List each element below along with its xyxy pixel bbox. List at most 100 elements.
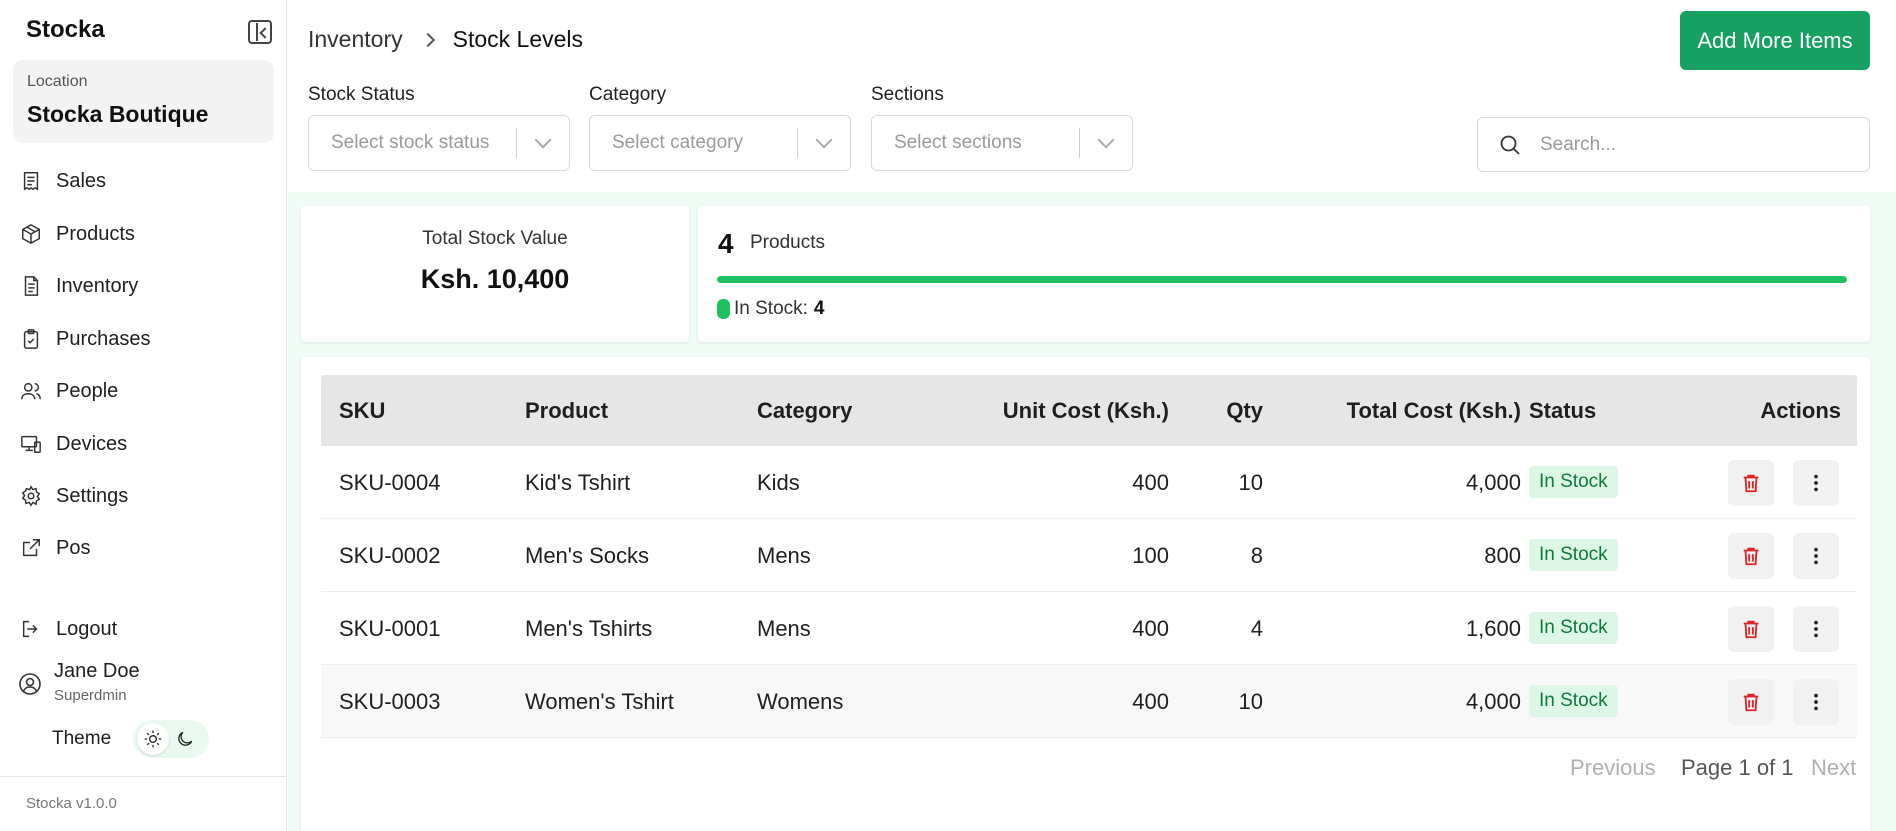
table-row[interactable]: SKU-0001 Men's Tshirts Mens 400 4 1,600 In Sto… <box>321 592 1857 665</box>
sidebar-item-people[interactable]: People <box>18 373 268 409</box>
user-role: Superdmin <box>54 687 127 704</box>
cell-unit-cost: 400 <box>1132 616 1169 641</box>
sidebar-item-devices[interactable]: Devices <box>18 426 268 462</box>
column-header-qty[interactable]: Qty <box>1226 398 1263 423</box>
logout-icon <box>18 616 44 642</box>
next-page-button[interactable]: Next <box>1811 755 1857 780</box>
search-input[interactable] <box>1540 133 1840 156</box>
table-header: SKU Product Category Unit Cost (Ksh.) Qt… <box>321 375 1857 446</box>
theme-switcher: Theme <box>52 720 210 758</box>
column-header-total-cost[interactable]: Total Cost (Ksh.) <box>1346 398 1521 423</box>
column-header-product[interactable]: Product <box>525 398 609 423</box>
products-summary-card: 4 Products In Stock: 4 <box>698 206 1870 342</box>
column-header-category[interactable]: Category <box>757 398 853 423</box>
light-theme-button[interactable] <box>137 723 170 755</box>
breadcrumb-inventory[interactable]: Inventory <box>308 26 403 52</box>
sections-select[interactable]: Select sections <box>871 115 1133 171</box>
cell-qty: 10 <box>1238 470 1263 495</box>
delete-button[interactable] <box>1728 460 1774 506</box>
delete-button[interactable] <box>1728 606 1774 652</box>
main-content: Inventory Stock Levels Add More Items St… <box>288 0 1896 831</box>
trash-icon <box>1743 620 1759 639</box>
column-header-sku[interactable]: SKU <box>339 398 386 423</box>
sidebar-item-products[interactable]: Products <box>18 216 268 252</box>
trash-icon <box>1743 547 1759 566</box>
sidebar-collapse-icon[interactable] <box>248 20 272 44</box>
sidebar-item-pos[interactable]: Pos <box>18 530 268 566</box>
sidebar-item-label: Products <box>56 222 135 245</box>
column-header-status[interactable]: Status <box>1529 398 1597 423</box>
cell-sku: SKU-0001 <box>339 616 441 641</box>
sidebar-item-settings[interactable]: Settings <box>18 478 268 514</box>
sidebar-item-label: Inventory <box>56 274 139 297</box>
page-title: Stock Levels <box>452 26 584 52</box>
more-actions-button[interactable] <box>1793 679 1839 725</box>
stock-status-select[interactable]: Select stock status <box>308 115 570 171</box>
delete-button[interactable] <box>1728 679 1774 725</box>
cell-unit-cost: 100 <box>1132 543 1169 568</box>
location-name: Stocka Boutique <box>27 101 209 127</box>
table-row[interactable]: SKU-0002 Men's Socks Mens 100 8 800 In Stock <box>321 519 1857 592</box>
in-stock-label: In Stock: <box>734 298 808 319</box>
chevron-down-icon <box>534 131 552 149</box>
sidebar-item-purchases[interactable]: Purchases <box>18 321 268 357</box>
more-actions-button[interactable] <box>1793 533 1839 579</box>
status-badge: In Stock <box>1529 612 1618 644</box>
table-row[interactable]: SKU-0003 Women's Tshirt Womens 400 10 4,000 In… <box>321 665 1857 738</box>
theme-label: Theme <box>52 728 112 749</box>
sidebar-item-inventory[interactable]: Inventory <box>18 268 268 304</box>
in-stock-count: 4 <box>813 298 825 319</box>
product-count: 4 <box>718 228 734 259</box>
app-version: Stocka v1.0.0 <box>0 776 287 831</box>
filter-label: Sections <box>871 84 944 105</box>
cell-sku: SKU-0004 <box>339 470 441 495</box>
select-placeholder: Select category <box>612 132 743 153</box>
table-row[interactable]: SKU-0004 Kid's Tshirt Kids 400 10 4,000 In Sto… <box>321 446 1857 519</box>
sidebar-item-sales[interactable]: Sales <box>18 163 268 199</box>
dark-theme-button[interactable] <box>169 723 201 755</box>
sidebar-item-label: People <box>56 379 119 402</box>
page-indicator: Page 1 of 1 <box>1681 755 1794 780</box>
more-vertical-icon <box>1814 693 1818 711</box>
cell-total-cost: 4,000 <box>1465 689 1521 714</box>
sidebar-item-label: Purchases <box>56 327 151 350</box>
pagination: Previous Page 1 of 1 Next <box>288 755 1884 785</box>
trash-icon <box>1743 474 1759 493</box>
previous-page-button[interactable]: Previous <box>1570 755 1656 780</box>
column-header-actions: Actions <box>1760 398 1841 423</box>
category-select[interactable]: Select category <box>589 115 851 171</box>
select-divider <box>1079 128 1080 158</box>
delete-button[interactable] <box>1728 533 1774 579</box>
brand-logo: Stocka <box>26 16 105 43</box>
sidebar-item-label: Pos <box>56 536 91 559</box>
user-profile[interactable]: Jane Doe Superdmin <box>18 660 268 704</box>
theme-toggle <box>133 720 210 758</box>
filter-label: Stock Status <box>308 84 415 105</box>
logout-button[interactable]: Logout <box>18 611 268 647</box>
select-divider <box>516 128 517 158</box>
select-divider <box>797 128 798 158</box>
cell-total-cost: 4,000 <box>1465 470 1521 495</box>
cell-product: Women's Tshirt <box>525 689 674 714</box>
in-stock-legend: In Stock: 4 <box>717 298 825 320</box>
sun-icon <box>144 730 162 748</box>
clipboard-check-icon <box>18 326 44 352</box>
select-placeholder: Select sections <box>894 132 1022 153</box>
more-vertical-icon <box>1814 474 1818 492</box>
add-more-items-button[interactable]: Add More Items <box>1680 11 1870 70</box>
status-badge: In Stock <box>1529 466 1618 498</box>
total-stock-value: Ksh. 10,400 <box>420 264 570 294</box>
more-actions-button[interactable] <box>1793 460 1839 506</box>
cell-category: Kids <box>757 470 800 495</box>
users-icon <box>18 378 44 404</box>
more-actions-button[interactable] <box>1793 606 1839 652</box>
status-badge: In Stock <box>1529 539 1618 571</box>
column-header-unit-cost[interactable]: Unit Cost (Ksh.) <box>1002 398 1169 423</box>
cell-total-cost: 800 <box>1484 543 1521 568</box>
devices-icon <box>18 431 44 457</box>
cell-qty: 10 <box>1238 689 1263 714</box>
cell-qty: 4 <box>1250 616 1263 641</box>
cell-product: Kid's Tshirt <box>525 470 631 495</box>
location-selector[interactable]: Location Stocka Boutique <box>13 60 274 143</box>
sections-filter: Sections Select sections <box>871 84 1133 171</box>
